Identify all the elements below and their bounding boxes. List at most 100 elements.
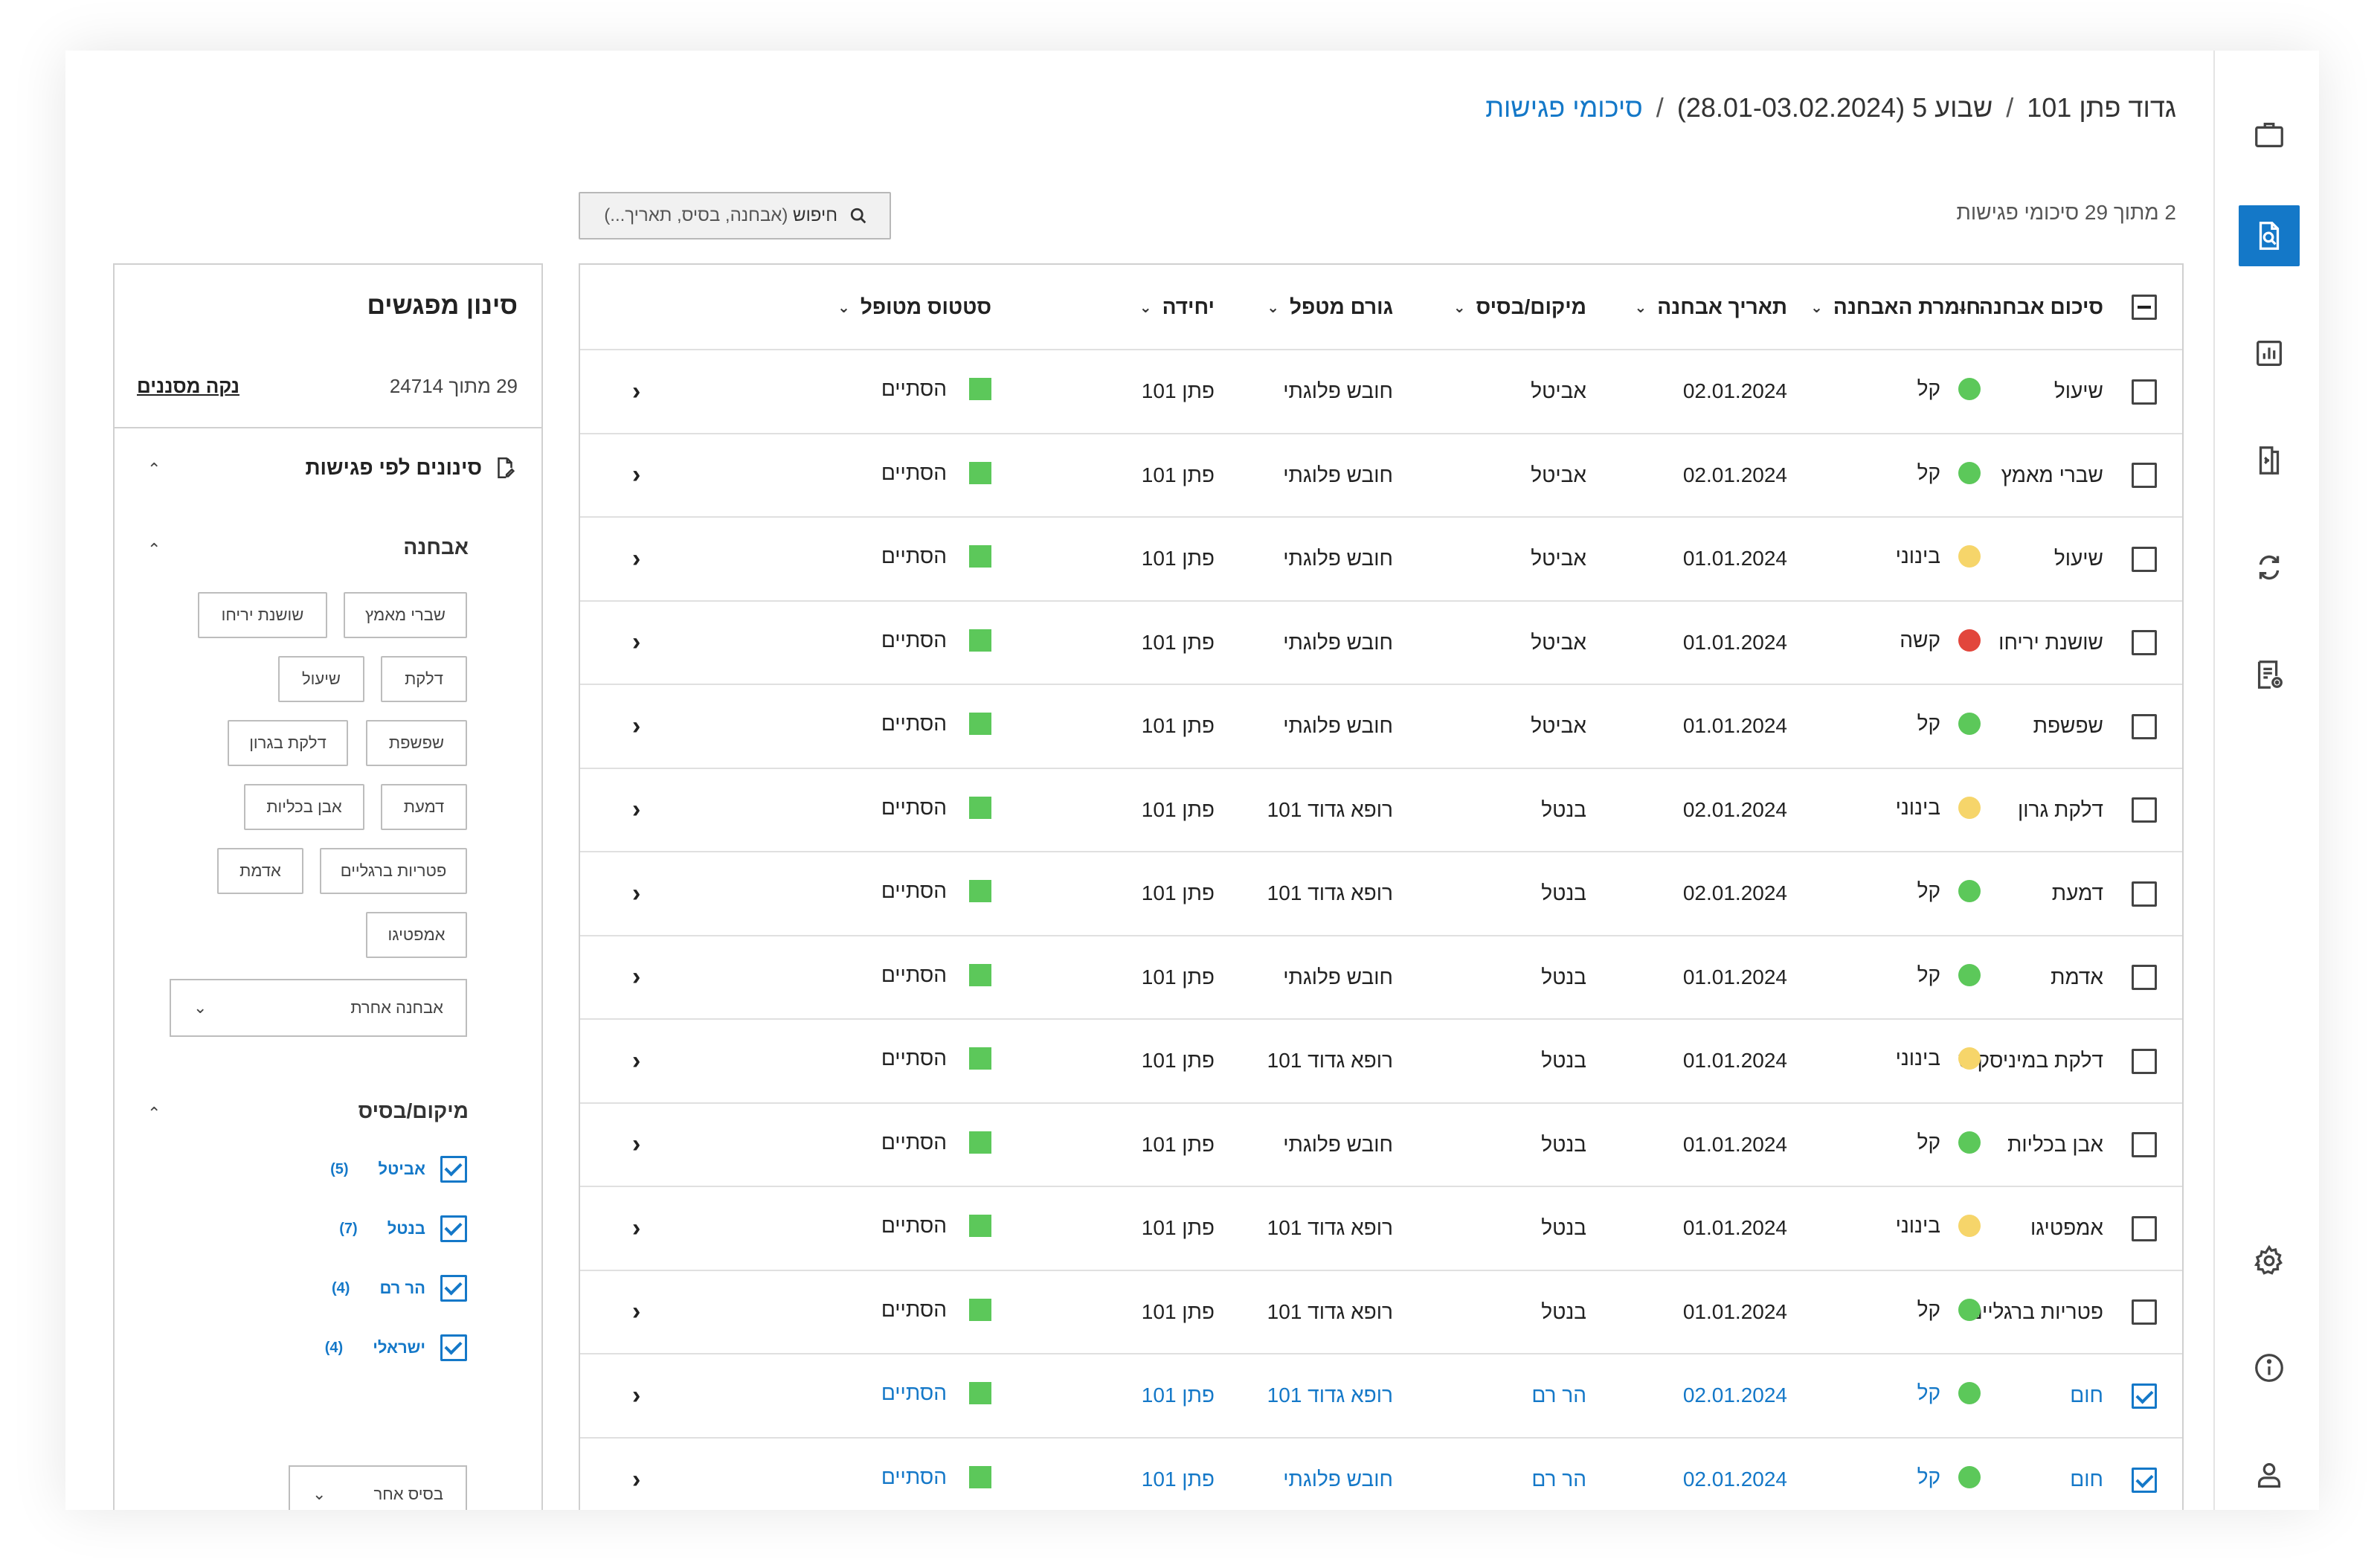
chevron-left-icon[interactable]: ‹ xyxy=(632,878,641,907)
tag-cough[interactable]: שיעול xyxy=(278,656,364,702)
table-row[interactable]: אדמת קל 01.01.2024 בנטל חובש פלוגתי פתן … xyxy=(580,935,2182,1020)
header-status[interactable]: סטטוס מטופל⌄ xyxy=(837,295,991,318)
table-row[interactable]: שברי מאמץ קל 02.01.2024 אביטל חובש פלוגת… xyxy=(580,433,2182,518)
tag-athletes-foot[interactable]: פטריות ברגליים xyxy=(320,848,467,894)
chevron-left-icon[interactable]: ‹ xyxy=(632,376,641,405)
header-agent[interactable]: גורם מטפל⌄ xyxy=(1267,295,1393,318)
row-checkbox[interactable] xyxy=(2132,1048,2157,1074)
chevron-left-icon[interactable]: ‹ xyxy=(632,711,641,740)
cell-action: ‹ xyxy=(580,1186,813,1270)
chevron-left-icon[interactable]: ‹ xyxy=(632,962,641,991)
chevron-left-icon[interactable]: ‹ xyxy=(632,795,641,824)
other-diagnosis-select[interactable]: אבחנה אחרת ⌄ xyxy=(170,979,467,1037)
chevron-left-icon[interactable]: ‹ xyxy=(632,1046,641,1075)
severity-dot-icon xyxy=(1958,1298,1981,1321)
breadcrumb-week[interactable]: שבוע 5 (28.01-03.02.2024) xyxy=(1676,92,1993,123)
rail-user[interactable] xyxy=(2239,1444,2300,1505)
rail-transfer[interactable] xyxy=(2239,430,2300,491)
encounter-filters-label: סינונים לפי פגישות xyxy=(305,456,482,479)
tag-kidney-stone[interactable]: אבן בכליות xyxy=(244,784,364,830)
breadcrumb-unit[interactable]: גדוד פתן 101 xyxy=(2027,92,2176,123)
row-checkbox[interactable] xyxy=(2132,546,2157,572)
chevron-left-icon[interactable]: ‹ xyxy=(632,1465,641,1494)
breadcrumb-separator: / xyxy=(1656,92,1664,123)
table-row[interactable]: דלקת גרון בינוני 02.01.2024 בנטל רופא גד… xyxy=(580,768,2182,852)
encounter-filters-header[interactable]: סינונים לפי פגישות xyxy=(305,455,518,481)
row-checkbox[interactable] xyxy=(2132,379,2157,405)
row-checkbox[interactable] xyxy=(2132,1467,2157,1493)
severity-label: קל xyxy=(1917,1130,1940,1154)
location-checkbox[interactable] xyxy=(440,1215,467,1242)
location-option-israeli[interactable]: ישראלי (4) xyxy=(325,1334,467,1361)
header-unit[interactable]: יחידה⌄ xyxy=(1139,295,1215,318)
cell-agent: חובש פלוגתי xyxy=(1283,965,1393,989)
chevron-left-icon[interactable]: ‹ xyxy=(632,1213,641,1242)
chevron-up-icon[interactable]: ⌃ xyxy=(147,1104,161,1122)
table-row[interactable]: שושנת יריחו קשה 01.01.2024 אביטל חובש פל… xyxy=(580,600,2182,685)
table-row[interactable]: שיעול בינוני 01.01.2024 אביטל חובש פלוגת… xyxy=(580,517,2182,601)
tag-chafing[interactable]: שפשפת xyxy=(366,720,467,766)
tag-throat-infection[interactable]: דלקת בגרון xyxy=(228,720,348,766)
tag-rubella[interactable]: אדמת xyxy=(217,848,303,894)
row-checkbox[interactable] xyxy=(2132,463,2157,489)
chevron-left-icon[interactable]: ‹ xyxy=(632,544,641,573)
rail-briefcase[interactable] xyxy=(2239,104,2300,165)
row-checkbox[interactable] xyxy=(2132,965,2157,991)
rail-info[interactable] xyxy=(2239,1337,2300,1398)
row-checkbox[interactable] xyxy=(2132,1215,2157,1241)
location-count: (4) xyxy=(324,1339,344,1356)
cell-summary: שיעול xyxy=(2053,379,2103,403)
search-input[interactable]: חיפוש (אבחנה, בסיס, תאריך...) xyxy=(579,192,891,240)
location-checkbox[interactable] xyxy=(440,1156,467,1183)
row-checkbox[interactable] xyxy=(2132,1132,2157,1158)
location-option-har-ram[interactable]: הר רם (4) xyxy=(332,1275,467,1302)
row-checkbox[interactable] xyxy=(2132,797,2157,823)
location-checkbox[interactable] xyxy=(440,1275,467,1302)
other-base-select[interactable]: בסיס אחר ⌄ xyxy=(289,1465,467,1510)
severity-dot-icon xyxy=(1958,963,1981,986)
table-row[interactable]: שיעול קל 02.01.2024 אביטל חובש פלוגתי פת… xyxy=(580,350,2182,434)
table-row[interactable]: אבן בכליות קל 01.01.2024 בנטל חובש פלוגת… xyxy=(580,1102,2182,1187)
rail-settings[interactable] xyxy=(2239,1230,2300,1291)
header-summary[interactable]: סיכום אבחנה⌄ xyxy=(1956,295,2103,318)
rail-sync[interactable] xyxy=(2239,537,2300,598)
rail-stats[interactable] xyxy=(2239,323,2300,384)
header-location[interactable]: מיקום/בסיס⌄ xyxy=(1453,295,1586,318)
tag-impetigo[interactable]: אמפטיגו xyxy=(366,912,467,958)
location-option-bental[interactable]: בנטל (7) xyxy=(339,1215,467,1242)
header-date[interactable]: תאריך אבחנה⌄ xyxy=(1634,295,1787,318)
rail-report[interactable] xyxy=(2239,644,2300,705)
row-checkbox[interactable] xyxy=(2132,1383,2157,1409)
chevron-left-icon[interactable]: ‹ xyxy=(632,1297,641,1326)
severity-label: בינוני xyxy=(1895,1047,1940,1070)
chevron-left-icon[interactable]: ‹ xyxy=(632,628,641,657)
chevron-left-icon[interactable]: ‹ xyxy=(632,1381,641,1410)
chevron-left-icon[interactable]: ‹ xyxy=(632,1130,641,1159)
table-row[interactable]: חום קל 02.01.2024 הר רם חובש פלוגתי פתן … xyxy=(580,1437,2182,1511)
tag-erythema[interactable]: שושנת יריחו xyxy=(198,592,327,638)
chevron-left-icon[interactable]: ‹ xyxy=(632,460,641,489)
location-checkbox[interactable] xyxy=(440,1334,467,1361)
encounters-table: סיכום אבחנה⌄ חומרת האבחנה⌄ תאריך אבחנה⌄ … xyxy=(579,263,2184,1510)
location-option-avital[interactable]: אביטל (5) xyxy=(330,1156,467,1183)
row-checkbox[interactable] xyxy=(2132,630,2157,656)
table-row[interactable]: חום קל 02.01.2024 הר רם רופא גדוד 101 פת… xyxy=(580,1354,2182,1438)
header-severity[interactable]: חומרת האבחנה⌄ xyxy=(1810,295,1981,318)
clear-filters-link[interactable]: נקה מסננים xyxy=(137,375,239,397)
row-checkbox[interactable] xyxy=(2132,881,2157,907)
table-row[interactable]: דמעת קל 02.01.2024 בנטל רופא גדוד 101 פת… xyxy=(580,852,2182,936)
status-square-icon xyxy=(969,461,991,484)
select-all-checkbox[interactable] xyxy=(2132,294,2157,320)
tag-stress-fracture[interactable]: שברי מאמץ xyxy=(344,592,467,638)
tag-tearing[interactable]: דמעת xyxy=(381,784,467,830)
tag-infection[interactable]: דלקת xyxy=(381,656,467,702)
chevron-up-icon[interactable]: ⌃ xyxy=(147,460,161,478)
table-row[interactable]: שפשפת קל 01.01.2024 אביטל חובש פלוגתי פת… xyxy=(580,684,2182,768)
row-checkbox[interactable] xyxy=(2132,1299,2157,1325)
table-row[interactable]: פטריות ברגליים קל 01.01.2024 בנטל רופא ג… xyxy=(580,1270,2182,1354)
row-checkbox[interactable] xyxy=(2132,713,2157,739)
rail-encounters[interactable] xyxy=(2239,205,2300,266)
table-row[interactable]: דלקת במיניסקוס בינוני 01.01.2024 בנטל רו… xyxy=(580,1019,2182,1103)
chevron-up-icon[interactable]: ⌃ xyxy=(147,540,161,559)
table-row[interactable]: אמפטיגו בינוני 01.01.2024 בנטל רופא גדוד… xyxy=(580,1186,2182,1270)
